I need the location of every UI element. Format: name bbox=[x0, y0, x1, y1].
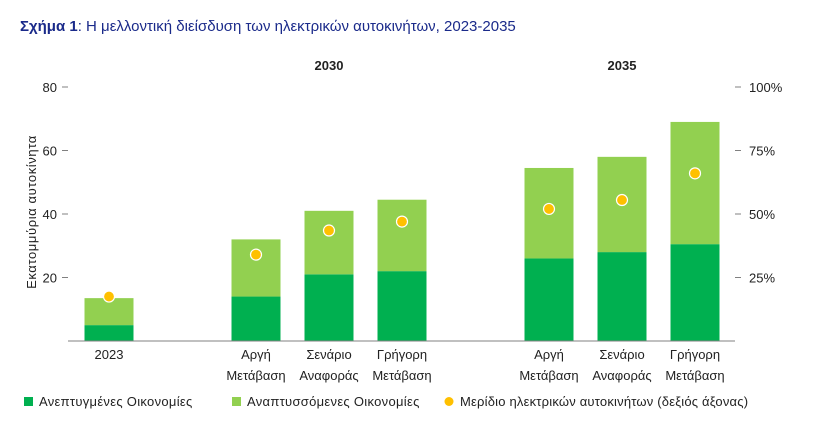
legend-swatch-advanced bbox=[24, 397, 33, 406]
legend-label-developing: Αναπτυσσόμενες Οικονομίες bbox=[247, 394, 420, 409]
figure-number: Σχήμα 1 bbox=[20, 18, 78, 35]
category-label-line2: Αναφοράς bbox=[592, 368, 651, 383]
y-tick-label: 20 bbox=[43, 271, 57, 286]
bar-advanced-economies bbox=[670, 244, 720, 341]
share-marker bbox=[322, 224, 336, 237]
bar-developing-economies bbox=[231, 239, 281, 297]
category-label-line2: Μετάβαση bbox=[226, 368, 285, 383]
category-label-line1: 2023 bbox=[95, 347, 124, 362]
share-marker bbox=[249, 248, 263, 261]
y2-tick-label: 100% bbox=[749, 80, 783, 95]
y-tick-label: 60 bbox=[43, 144, 57, 159]
category-label-line2: Αναφοράς bbox=[299, 368, 358, 383]
share-marker bbox=[688, 167, 702, 180]
y2-tick-label: 25% bbox=[749, 271, 775, 286]
category-label-line2: Μετάβαση bbox=[519, 368, 578, 383]
group-label: 2030 bbox=[315, 58, 344, 73]
category-label-line1: Αργή bbox=[241, 347, 271, 362]
title-text: : Η μελλοντική διείσδυση των ηλεκτρικών … bbox=[77, 18, 516, 35]
bar-advanced-economies bbox=[597, 252, 647, 341]
bar-developing-economies bbox=[377, 199, 427, 272]
category-label-line1: Γρήγορη bbox=[377, 347, 427, 362]
bar-advanced-economies bbox=[84, 325, 134, 341]
category-label-line1: Σενάριο bbox=[306, 347, 351, 362]
y-axis-label: Εκατομμύρια αυτοκίνητα bbox=[24, 135, 39, 289]
category-label-line1: Αργή bbox=[534, 347, 564, 362]
bar-advanced-economies bbox=[377, 271, 427, 341]
group-label: 2035 bbox=[608, 58, 637, 73]
category-label-line1: Σενάριο bbox=[599, 347, 644, 362]
bar-developing-economies bbox=[670, 121, 720, 245]
legend-swatch-developing bbox=[232, 397, 241, 406]
y-tick-label: 40 bbox=[43, 207, 57, 222]
category-label-line2: Μετάβαση bbox=[665, 368, 724, 383]
share-marker bbox=[102, 290, 116, 303]
category-label-line2: Μετάβαση bbox=[372, 368, 431, 383]
legend-label-share: Μερίδιο ηλεκτρικών αυτοκινήτων (δεξιός ά… bbox=[460, 394, 748, 409]
share-marker bbox=[395, 215, 409, 228]
share-marker bbox=[615, 193, 629, 207]
category-label-line1: Γρήγορη bbox=[670, 347, 720, 362]
bar-advanced-economies bbox=[304, 274, 354, 341]
y-tick-label: 80 bbox=[43, 80, 57, 95]
legend-marker-share bbox=[444, 397, 454, 406]
y2-tick-label: 50% bbox=[749, 207, 775, 222]
legend-label-advanced: Ανεπτυγμένες Οικονομίες bbox=[39, 394, 193, 409]
share-marker bbox=[542, 202, 556, 216]
y2-tick-label: 75% bbox=[749, 144, 775, 159]
chart-title: Σχήμα 1: Η μελλοντική διείσδυση των ηλεκ… bbox=[20, 18, 516, 35]
bar-advanced-economies bbox=[231, 296, 281, 341]
bar-advanced-economies bbox=[524, 258, 574, 341]
bar-developing-economies bbox=[304, 210, 354, 275]
